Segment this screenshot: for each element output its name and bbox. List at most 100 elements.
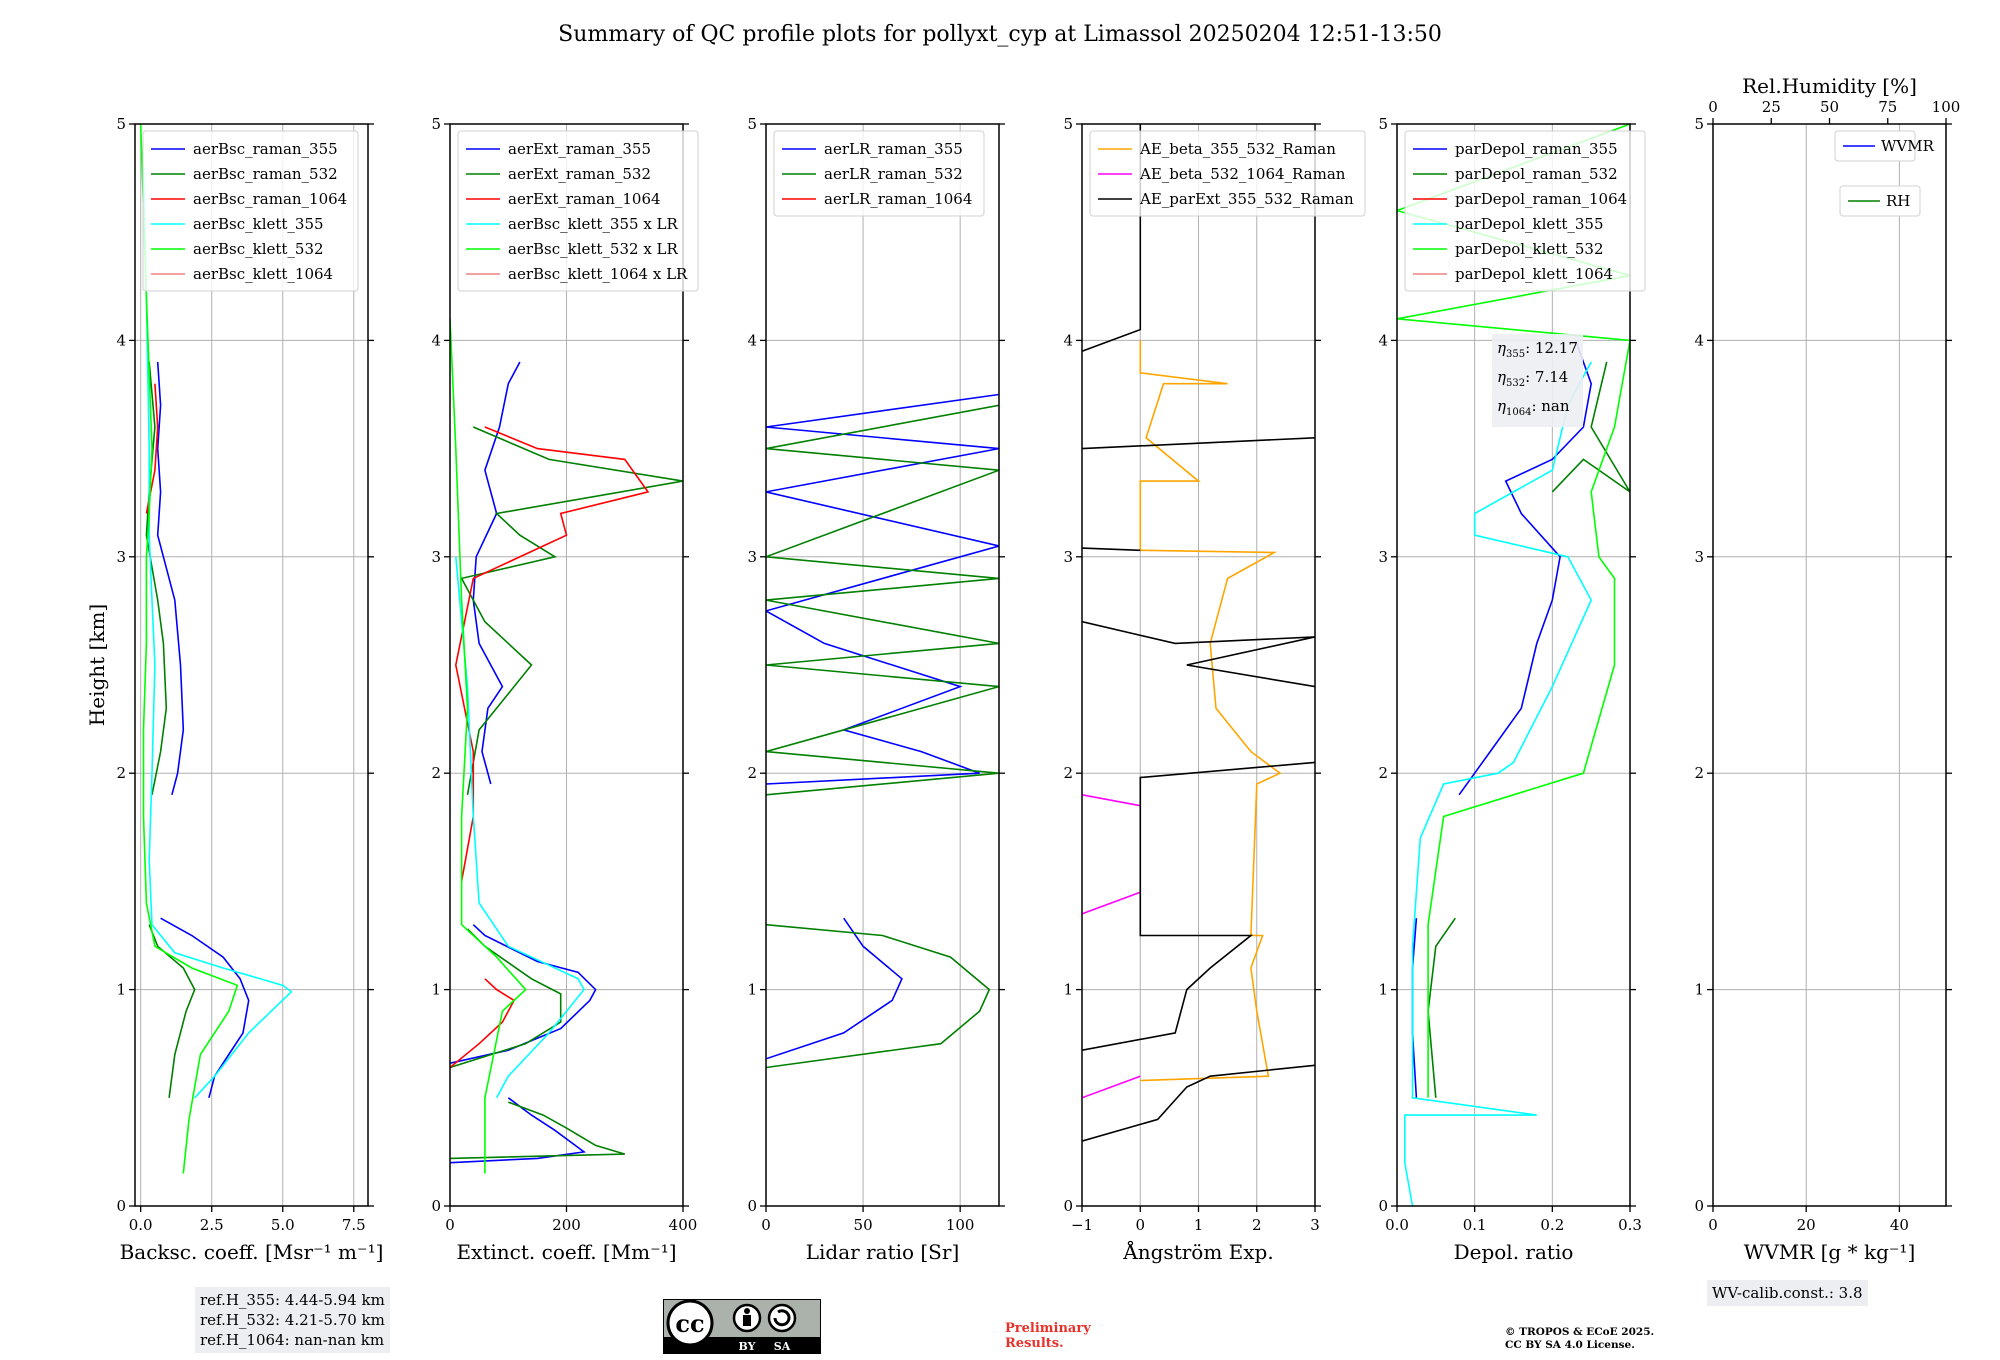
- series-line-AE_beta_355_532_Raman: [1139, 340, 1282, 1082]
- y-tick-label: 4: [116, 331, 126, 349]
- series-line-aerBsc_klett_532 x LR: [450, 318, 527, 1174]
- legend-label: parDepol_raman_532: [1455, 165, 1618, 183]
- x-tick-label: 0: [1708, 1216, 1718, 1234]
- legend-label: aerBsc_raman_1064: [193, 190, 347, 208]
- legend-label: aerExt_raman_532: [508, 165, 651, 183]
- y-tick-label: 2: [747, 764, 757, 782]
- x-tick-label: 0.2: [1540, 1216, 1564, 1234]
- legend-label: parDepol_klett_355: [1455, 215, 1604, 233]
- axes-frame: [134, 123, 369, 1207]
- eta-1064: η1064: nan: [1497, 397, 1570, 418]
- y-tick-label: 5: [1694, 115, 1704, 133]
- y-tick-label: 3: [1694, 548, 1704, 566]
- y-tick-label: 1: [1063, 981, 1073, 999]
- legend-box: [773, 130, 985, 217]
- x-tick-label: 2.5: [200, 1216, 224, 1234]
- series-line-aerBsc_raman_532: [148, 924, 196, 1098]
- y-tick-label: 2: [1378, 764, 1388, 782]
- y-tick-label: 2: [1063, 764, 1073, 782]
- by-label: BY: [739, 1340, 756, 1353]
- x-axis-label-dep: Depol. ratio: [1454, 1240, 1574, 1264]
- x-tick-label: 0: [761, 1216, 771, 1234]
- series-line-aerExt_raman_355: [450, 924, 597, 1064]
- series-line-parDepol_raman_532: [1427, 917, 1456, 1098]
- cc-logo-text: cc: [675, 1309, 704, 1338]
- series-line-AE_parExt_355_532_Raman: [1082, 1064, 1315, 1142]
- y-tick-label: 1: [1694, 981, 1704, 999]
- legend-label: aerBsc_klett_532 x LR: [508, 240, 679, 258]
- plot-area-lr: [766, 393, 999, 1069]
- legend-label: AE_beta_532_1064_Raman: [1139, 165, 1346, 183]
- y-tick-label: 3: [116, 548, 126, 566]
- x-tick-label: 0: [445, 1216, 455, 1234]
- axes-frame: [765, 123, 1000, 1207]
- x-tick-label: −1: [1071, 1216, 1093, 1234]
- y-tick-label: 5: [1063, 115, 1073, 133]
- series-line-aerExt_raman_532: [450, 1101, 626, 1160]
- x-tick-label: 0.0: [1385, 1216, 1409, 1234]
- series-line-AE_beta_532_1064_Raman: [1082, 794, 1141, 807]
- legend-box: [457, 130, 699, 292]
- y-tick-label: 0: [1063, 1197, 1073, 1215]
- x-tick-label: 200: [552, 1216, 581, 1234]
- series-line-aerExt_raman_532: [460, 426, 683, 795]
- panel-dep: 0.0 0.1 0.2 0.3 0 1 2 3 4 5 Depol. ratio parDepol_r…: [1378, 115, 1646, 1264]
- series-line-aerExt_raman_1064: [454, 426, 650, 882]
- x-tick-label: 0.3: [1618, 1216, 1642, 1234]
- x-tick-label: 2: [1252, 1216, 1262, 1234]
- y-tick-label: 0: [431, 1197, 441, 1215]
- y-tick-label: 4: [1063, 331, 1073, 349]
- x-tick-label: 1: [1194, 1216, 1204, 1234]
- legend-WVMR: WVMR: [1834, 130, 1935, 162]
- top-x-tick-label: 0: [1708, 98, 1718, 116]
- top-x-tick-label: 25: [1762, 98, 1781, 116]
- legend-label: parDepol_klett_532: [1455, 240, 1604, 258]
- legend-dep: parDepol_raman_355 parDepol_raman_532 parD…: [1404, 130, 1646, 292]
- sa-share-icon: [767, 1303, 797, 1333]
- y-tick-label: 3: [747, 548, 757, 566]
- series-line-aerBsc_raman_355: [156, 361, 185, 796]
- legend-label: RH: [1886, 192, 1910, 210]
- y-tick-label: 1: [747, 981, 757, 999]
- ref-height-1064: ref.H_1064: nan-nan km: [200, 1331, 385, 1349]
- x-tick-label: 3: [1310, 1216, 1320, 1234]
- series-line-AE_parExt_355_532_Raman: [1082, 547, 1141, 552]
- wv-calib-text: WV-calib.const.: 3.8: [1712, 1284, 1863, 1302]
- y-tick-label: 3: [431, 548, 441, 566]
- y-tick-label: 5: [431, 115, 441, 133]
- x-axis-label-bsc: Backsc. coeff. [Msr⁻¹ m⁻¹]: [120, 1240, 384, 1264]
- y-tick-label: 0: [1694, 1197, 1704, 1215]
- y-tick-label: 0: [1378, 1197, 1388, 1215]
- series-line-aerLR_raman_532: [766, 404, 999, 796]
- y-tick-label: 0: [747, 1197, 757, 1215]
- legend-ext: aerExt_raman_355 aerExt_raman_532 aerExt_r…: [457, 130, 699, 292]
- legend-label: aerLR_raman_1064: [824, 190, 972, 208]
- legend-RH: RH: [1839, 185, 1921, 217]
- top-x-tick-label: 100: [1932, 98, 1961, 116]
- copyright-note: © TROPOS & ECoE 2025. CC BY SA 4.0 Licen…: [1505, 1326, 1655, 1351]
- y-tick-label: 2: [116, 764, 126, 782]
- x-tick-label: 100: [946, 1216, 975, 1234]
- y-tick-label: 5: [116, 115, 126, 133]
- x-tick-label: 400: [669, 1216, 698, 1234]
- wv-calib-box: WV-calib.const.: 3.8: [1707, 1280, 1868, 1306]
- legend-label: aerExt_raman_355: [508, 140, 651, 158]
- top-x-tick-label: 50: [1820, 98, 1839, 116]
- y-tick-label: 5: [1378, 115, 1388, 133]
- legend-label: aerLR_raman_355: [824, 140, 963, 158]
- plot-area-ext: [450, 318, 683, 1174]
- series-line-AE_parExt_355_532_Raman: [1082, 437, 1315, 450]
- plot-area-ae: [1082, 124, 1315, 1142]
- series-line-AE_parExt_355_532_Raman: [1082, 620, 1315, 688]
- legend-label: parDepol_raman_355: [1455, 140, 1618, 158]
- series-line-parDepol_klett_355: [1404, 361, 1593, 1206]
- x-tick-label: 20: [1797, 1216, 1816, 1234]
- series-line-AE_beta_532_1064_Raman: [1082, 891, 1141, 915]
- series-line-AE_parExt_355_532_Raman: [1082, 761, 1315, 1051]
- ref-height-box: ref.H_355: 4.44-5.94 km ref.H_532: 4.21-…: [195, 1287, 390, 1353]
- legend-label: parDepol_klett_1064: [1455, 265, 1613, 283]
- legend-ae: AE_beta_355_532_Raman AE_beta_532_1064_Ra…: [1089, 130, 1366, 217]
- legend-label: aerBsc_klett_1064: [193, 265, 333, 283]
- y-tick-label: 4: [1694, 331, 1704, 349]
